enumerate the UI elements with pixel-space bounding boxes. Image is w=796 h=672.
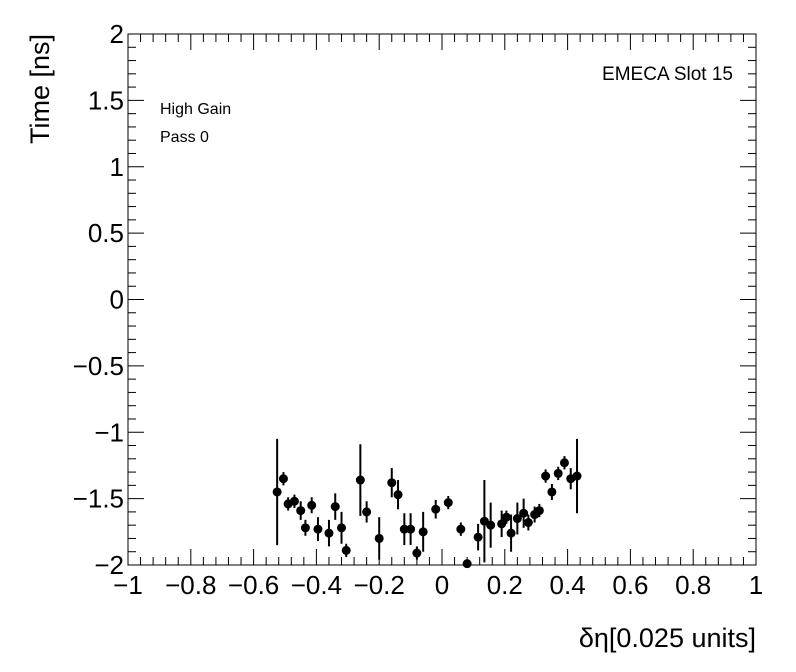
gain-label: High Gain xyxy=(160,101,231,118)
data-point xyxy=(313,524,323,534)
y-tick-label: −1 xyxy=(94,417,124,447)
x-tick-label: 0 xyxy=(435,570,449,600)
data-point xyxy=(324,528,334,538)
data-point xyxy=(374,533,384,543)
data-point xyxy=(501,512,511,522)
data-point xyxy=(519,508,529,518)
data-point xyxy=(506,528,516,538)
data-point xyxy=(296,506,306,516)
data-point xyxy=(330,502,340,512)
y-tick-label: −2 xyxy=(94,550,124,580)
data-point xyxy=(278,474,288,484)
x-tick-label: −0.8 xyxy=(165,570,216,600)
x-tick-label: −0.2 xyxy=(354,570,405,600)
y-tick-label: −1.5 xyxy=(73,484,124,514)
data-point xyxy=(406,524,416,534)
y-axis: −2 −1.5 −1 −0.5 0 0.5 1 1.5 2 xyxy=(73,19,756,580)
data-point xyxy=(412,548,422,558)
x-axis: −1 −0.8 −0.6 −0.4 −0.2 0 0.2 0.4 0.6 0.8 1 xyxy=(113,34,763,600)
data-point xyxy=(399,524,409,534)
data-point xyxy=(431,504,441,514)
x-tick-label: 0.2 xyxy=(487,570,523,600)
data-series xyxy=(272,438,582,569)
data-point xyxy=(307,500,317,510)
data-point xyxy=(337,523,347,533)
data-point xyxy=(547,487,557,497)
y-tick-label: −0.5 xyxy=(73,351,124,381)
data-point xyxy=(541,471,551,481)
data-point xyxy=(553,468,563,478)
data-point xyxy=(559,458,569,468)
data-point xyxy=(572,471,582,481)
data-point xyxy=(341,545,351,555)
data-point xyxy=(387,478,397,488)
data-point xyxy=(443,498,453,508)
pass-label: Pass 0 xyxy=(160,129,209,146)
x-axis-title: δη[0.025 units] xyxy=(579,623,756,653)
data-point xyxy=(512,514,522,524)
y-tick-label: 2 xyxy=(110,19,124,49)
data-point xyxy=(418,527,428,537)
data-point xyxy=(486,520,496,530)
x-tick-label: 0.8 xyxy=(675,570,711,600)
data-point xyxy=(362,507,372,517)
data-point xyxy=(473,532,483,542)
y-tick-label: 0.5 xyxy=(88,218,124,248)
x-tick-label: −0.4 xyxy=(291,570,342,600)
y-tick-label: 0 xyxy=(110,285,124,315)
x-tick-label: 1 xyxy=(749,570,763,600)
data-point xyxy=(355,475,365,485)
data-point xyxy=(523,518,533,528)
x-tick-label: 0.6 xyxy=(612,570,648,600)
data-point xyxy=(534,506,544,516)
y-tick-label: 1.5 xyxy=(88,85,124,115)
data-point xyxy=(289,496,299,506)
data-point xyxy=(462,559,472,569)
x-tick-label: 0.4 xyxy=(550,570,586,600)
x-tick-label: −1 xyxy=(113,570,143,600)
y-tick-label: 1 xyxy=(110,152,124,182)
slot-label: EMECA Slot 15 xyxy=(602,64,733,85)
y-axis-title: Time [ns] xyxy=(25,34,55,144)
data-point xyxy=(393,490,403,500)
data-point xyxy=(497,519,507,529)
data-point xyxy=(300,523,310,533)
x-tick-label: −0.6 xyxy=(228,570,279,600)
data-point xyxy=(272,487,282,497)
data-point xyxy=(456,524,466,534)
